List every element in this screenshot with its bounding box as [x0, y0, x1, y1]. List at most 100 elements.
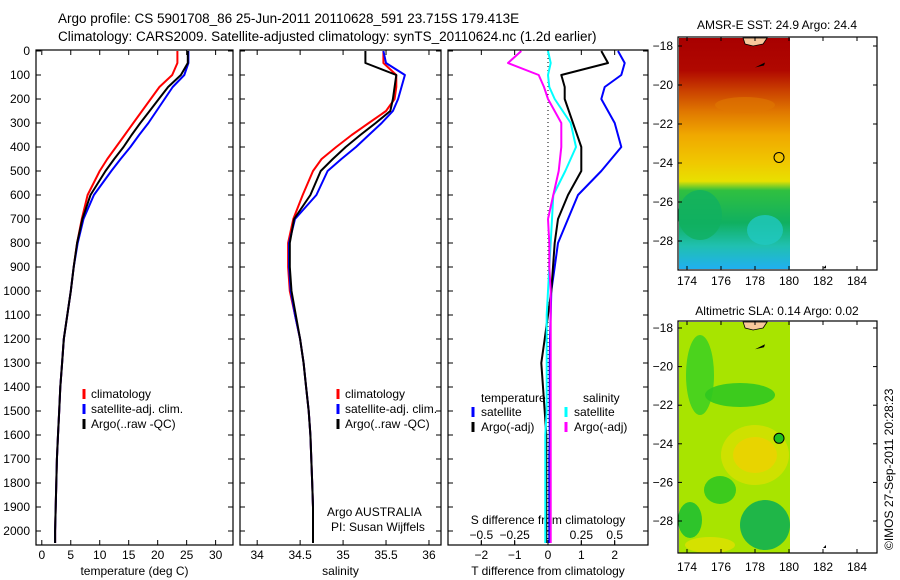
lat-tick-label: −28	[653, 234, 674, 248]
legend-label: satellite	[574, 405, 615, 419]
sst-map-title: AMSR-E SST: 24.9 Argo: 24.4	[697, 18, 857, 32]
island-icon	[823, 545, 826, 549]
lat-tick-label: −28	[653, 514, 674, 528]
y-tick-label: 1600	[3, 428, 30, 442]
map-frame	[677, 36, 878, 271]
lat-tick-label: −24	[653, 156, 674, 170]
y-tick-label: 500	[10, 164, 30, 178]
x-tick-label: 36	[422, 548, 436, 562]
island-icon	[755, 62, 765, 68]
y-tick-label: 1300	[3, 356, 30, 370]
series-line-salinity-argo-adj-	[507, 50, 563, 543]
y-tick-label: 2000	[3, 524, 30, 538]
sla-map-axes: 174 176 178 180 182 184 −18 −20 −22 −24 −26 −28	[653, 320, 878, 574]
x-tick-label: 35	[336, 548, 350, 562]
x-axis-label: temperature (deg C)	[80, 564, 188, 578]
y-tick-label: 1500	[3, 404, 30, 418]
argo-position-marker	[773, 151, 785, 163]
sla-map: Altimetric SLA: 0.14 Argo: 0.02	[678, 304, 859, 553]
legend-label: Argo(..raw -QC)	[91, 417, 176, 431]
legend-group-title: salinity	[583, 391, 620, 405]
y-tick-label: 0	[23, 44, 30, 58]
lat-tick-label: −20	[653, 78, 674, 92]
y-tick-label: 1000	[3, 284, 30, 298]
legend-group-title: temperature	[481, 391, 546, 405]
y-tick-label: 1800	[3, 476, 30, 490]
lon-tick-label: 176	[711, 274, 731, 288]
lon-tick-label: 182	[813, 274, 833, 288]
x-axis-label: T difference from climatology	[471, 564, 625, 578]
island-icon	[755, 344, 765, 350]
legend-label: Argo(-adj)	[574, 420, 627, 434]
plot-frame	[447, 49, 649, 546]
x-tick-label: 10	[93, 548, 107, 562]
x-tick-label: 35.5	[374, 548, 398, 562]
y-tick-label: 1700	[3, 452, 30, 466]
plot-frame	[35, 49, 234, 546]
y-tick-label: 1900	[3, 500, 30, 514]
sla-map-title: Altimetric SLA: 0.14 Argo: 0.02	[695, 304, 859, 318]
land-icon	[742, 37, 768, 47]
x-tick-label: 34.5	[288, 548, 312, 562]
y-tick-label: 100	[10, 68, 30, 82]
x-tick-label: 25	[180, 548, 194, 562]
y-tick-label: 600	[10, 188, 30, 202]
x-axis-label: salinity	[322, 564, 359, 578]
legend-label: climatology	[345, 387, 405, 401]
lon-tick-label: 180	[779, 274, 799, 288]
figure-title-line2: Climatology: CARS2009. Satellite-adjuste…	[58, 29, 597, 44]
series-line-satellite-adj-clim-	[288, 50, 406, 543]
salinity-profile-panel: 34 34.5 35 35.5 36 salinity climatologysatelli…	[239, 49, 442, 578]
series-line-satellite-adj-clim-	[54, 51, 190, 543]
x2-tick-label: 0.25	[570, 528, 594, 542]
y-tick-label: 300	[10, 116, 30, 130]
lat-tick-label: −26	[653, 475, 674, 489]
x-tick-label: 2	[611, 548, 618, 562]
lon-tick-label: 184	[847, 274, 867, 288]
y-tick-label: 1200	[3, 332, 30, 346]
y-tick-label: 800	[10, 236, 30, 250]
x-tick-label: 34	[250, 548, 264, 562]
series-line-argo-raw-qc-	[288, 51, 398, 543]
y-tick-label: 1400	[3, 380, 30, 394]
legend-label: Argo(..raw -QC)	[345, 417, 430, 431]
land-icon	[742, 321, 768, 331]
y-tick-label: 900	[10, 260, 30, 274]
lat-tick-label: −20	[653, 360, 674, 374]
x2-axis-label: S difference from climatology	[471, 513, 626, 527]
lat-tick-label: −22	[653, 398, 674, 412]
x-tick-label: −1	[508, 548, 522, 562]
lon-tick-label: 180	[779, 560, 799, 574]
copyright-label: ©IMOS 27-Sep-2011 20:28:23	[882, 388, 896, 550]
lat-tick-label: −26	[653, 195, 674, 209]
x2-tick-label: −0.25	[499, 528, 530, 542]
lon-tick-label: 176	[711, 560, 731, 574]
y-tick-label: 1100	[4, 308, 30, 322]
pi-label: PI: Susan Wijffels	[331, 520, 425, 534]
lon-tick-label: 182	[813, 560, 833, 574]
y-tick-label: 200	[10, 92, 30, 106]
x-tick-label: 1	[578, 548, 585, 562]
legend-label: Argo(-adj)	[481, 420, 534, 434]
series-line-climatology	[54, 51, 179, 543]
legend-label: satellite-adj. clim.	[91, 402, 183, 416]
x-tick-label: 0	[545, 548, 552, 562]
lon-tick-label: 178	[745, 274, 765, 288]
x2-tick-label: −0.5	[469, 528, 493, 542]
figure-title-line1: Argo profile: CS 5901708_86 25-Jun-2011 …	[58, 11, 519, 26]
x-tick-label: −2	[474, 548, 488, 562]
lat-tick-label: −18	[653, 39, 674, 53]
x-tick-label: 20	[151, 548, 165, 562]
x-tick-label: 0	[38, 548, 45, 562]
legend-label: climatology	[91, 387, 151, 401]
program-label: Argo AUSTRALIA	[327, 505, 422, 519]
series-line-argo-raw-qc-	[54, 51, 189, 543]
x-tick-label: 30	[209, 548, 223, 562]
sst-map-axes: 174 176 178 180 182 184 −18 −20 −22 −24 −26 −28	[653, 36, 878, 288]
lon-tick-label: 174	[677, 560, 697, 574]
island-icon	[823, 265, 826, 269]
lat-tick-label: −22	[653, 117, 674, 131]
legend-label: satellite	[481, 405, 522, 419]
